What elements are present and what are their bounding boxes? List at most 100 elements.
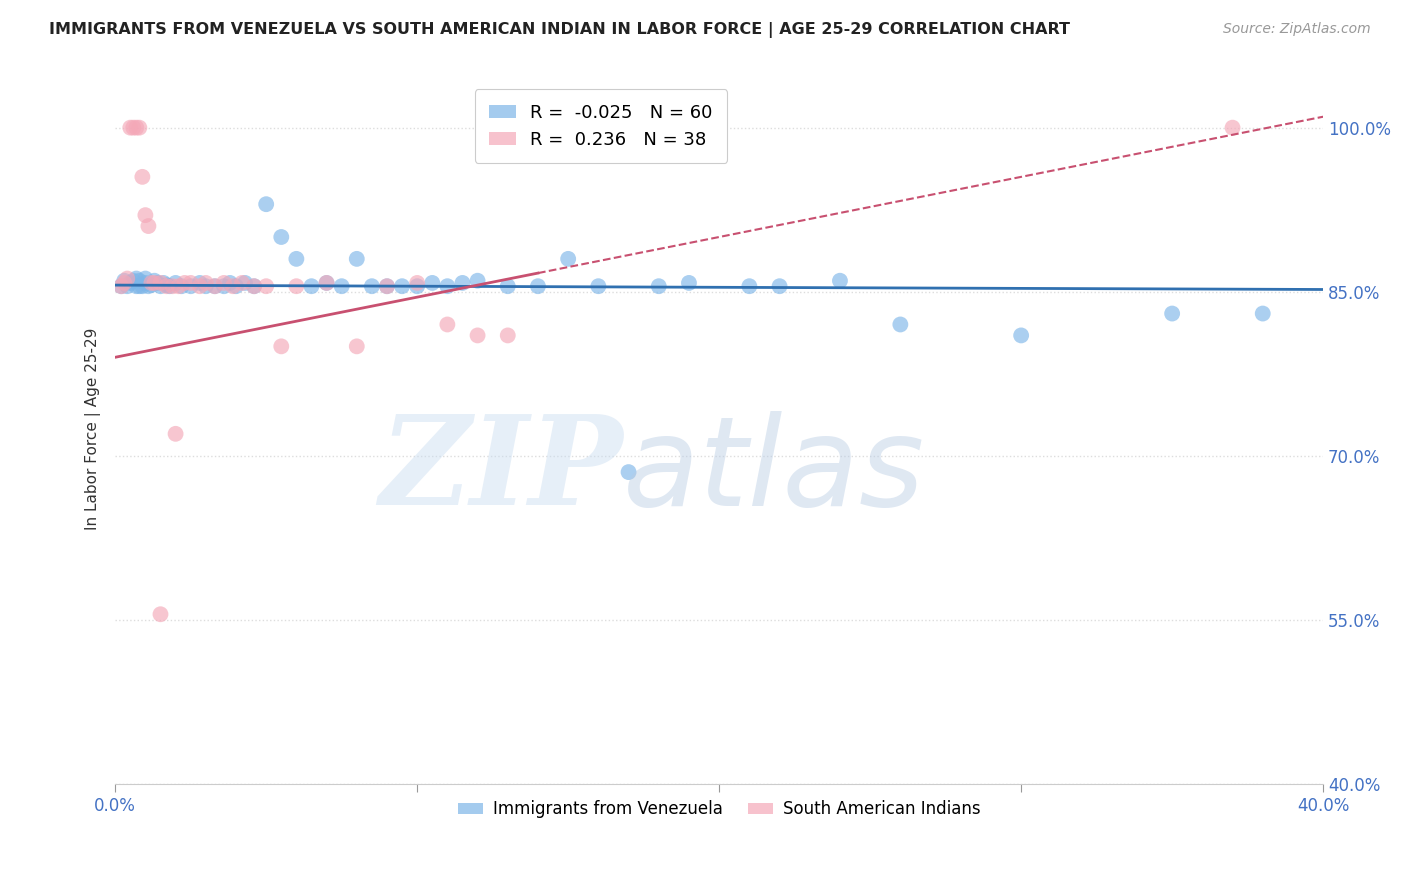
Point <box>138 219 160 233</box>
Point <box>1010 328 1032 343</box>
Point <box>243 279 266 293</box>
Point <box>112 276 135 290</box>
Point <box>1251 307 1274 321</box>
Point <box>285 252 308 266</box>
Point <box>128 274 150 288</box>
Point <box>467 274 489 288</box>
Point <box>134 276 156 290</box>
Point <box>233 276 256 290</box>
Point <box>346 252 368 266</box>
Point <box>165 426 187 441</box>
Text: atlas: atlas <box>623 410 925 532</box>
Point <box>212 276 235 290</box>
Point <box>162 279 184 293</box>
Point <box>125 120 148 135</box>
Point <box>122 274 145 288</box>
Point <box>117 279 139 293</box>
Point <box>254 197 277 211</box>
Point <box>270 339 292 353</box>
Point <box>117 271 139 285</box>
Point <box>149 279 172 293</box>
Point <box>301 279 323 293</box>
Text: Source: ZipAtlas.com: Source: ZipAtlas.com <box>1223 22 1371 37</box>
Point <box>134 208 156 222</box>
Point <box>141 278 163 293</box>
Point <box>165 276 187 290</box>
Point <box>143 276 166 290</box>
Point <box>188 276 211 290</box>
Point <box>120 276 142 290</box>
Point <box>231 276 253 290</box>
Point <box>768 279 790 293</box>
Point <box>467 328 489 343</box>
Point <box>138 279 160 293</box>
Point <box>212 279 235 293</box>
Point <box>648 279 671 293</box>
Point <box>451 276 474 290</box>
Point <box>375 279 398 293</box>
Point <box>346 339 368 353</box>
Point <box>1161 307 1184 321</box>
Point <box>219 276 242 290</box>
Point <box>131 279 153 293</box>
Point <box>496 328 519 343</box>
Point <box>678 276 700 290</box>
Point <box>243 279 266 293</box>
Legend: Immigrants from Venezuela, South American Indians: Immigrants from Venezuela, South America… <box>451 794 987 825</box>
Point <box>141 276 163 290</box>
Point <box>225 279 247 293</box>
Point <box>406 279 429 293</box>
Point <box>436 318 458 332</box>
Point <box>436 279 458 293</box>
Point <box>315 276 337 290</box>
Point <box>360 279 382 293</box>
Point <box>131 169 153 184</box>
Point <box>128 120 150 135</box>
Point <box>159 279 181 293</box>
Point <box>738 279 761 293</box>
Point <box>110 279 132 293</box>
Point <box>152 276 174 290</box>
Text: ZIP: ZIP <box>378 410 623 532</box>
Point <box>149 276 172 290</box>
Text: IMMIGRANTS FROM VENEZUELA VS SOUTH AMERICAN INDIAN IN LABOR FORCE | AGE 25-29 CO: IMMIGRANTS FROM VENEZUELA VS SOUTH AMERI… <box>49 22 1070 38</box>
Point <box>143 274 166 288</box>
Point <box>406 276 429 290</box>
Point <box>254 279 277 293</box>
Point <box>889 318 911 332</box>
Point <box>194 276 217 290</box>
Point <box>420 276 443 290</box>
Point <box>285 279 308 293</box>
Point <box>391 279 413 293</box>
Y-axis label: In Labor Force | Age 25-29: In Labor Force | Age 25-29 <box>86 327 101 530</box>
Point <box>188 279 211 293</box>
Point <box>122 120 145 135</box>
Point <box>128 279 150 293</box>
Point <box>125 279 148 293</box>
Point <box>222 279 245 293</box>
Point <box>496 279 519 293</box>
Point <box>112 274 135 288</box>
Point <box>204 279 226 293</box>
Point <box>828 274 851 288</box>
Point <box>617 465 640 479</box>
Point <box>155 278 177 293</box>
Point <box>204 279 226 293</box>
Point <box>375 279 398 293</box>
Point <box>315 276 337 290</box>
Point <box>557 252 579 266</box>
Point <box>588 279 610 293</box>
Point <box>110 279 132 293</box>
Point <box>1222 120 1244 135</box>
Point <box>173 276 195 290</box>
Point <box>527 279 550 293</box>
Point <box>167 279 190 293</box>
Point <box>146 276 169 290</box>
Point <box>120 120 142 135</box>
Point <box>180 279 202 293</box>
Point <box>125 271 148 285</box>
Point <box>155 279 177 293</box>
Point <box>180 276 202 290</box>
Point <box>149 607 172 622</box>
Point <box>194 279 217 293</box>
